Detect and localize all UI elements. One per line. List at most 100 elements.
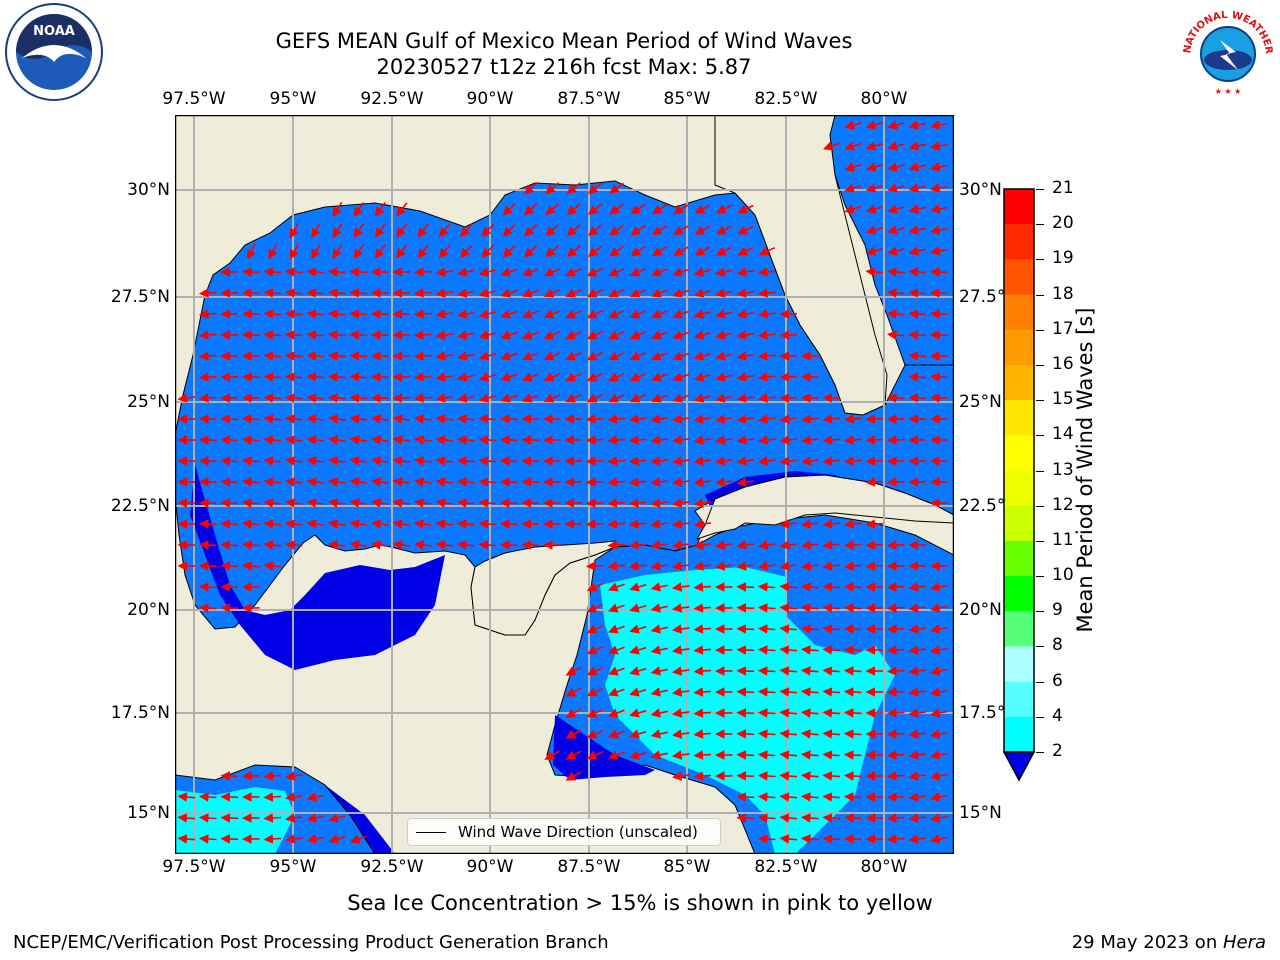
wind-wave-arrow [672,288,690,298]
wind-wave-arrow [198,561,217,571]
wind-wave-arrow [673,204,689,214]
colorbar-tick [1036,681,1044,683]
wind-wave-arrow [736,351,755,361]
wind-wave-arrow [822,729,841,739]
wind-wave-arrow [263,393,282,403]
wind-wave-arrow [822,645,841,655]
colorbar-tick-label: 10 [1052,565,1074,586]
wind-wave-arrow [800,666,819,676]
wind-wave-arrow [565,288,582,298]
wind-wave-arrow [930,750,948,760]
wind-wave-arrow [693,309,711,319]
wind-wave-arrow [757,834,776,844]
wind-wave-arrow [586,309,604,319]
wind-wave-arrow [241,456,260,466]
wind-wave-arrow [800,603,819,613]
wind-wave-arrow [500,351,518,361]
wind-wave-arrow [220,834,239,844]
wind-wave-arrow [456,498,475,508]
wind-wave-arrow [736,792,755,802]
wind-wave-arrow [414,456,432,466]
wind-wave-arrow [843,540,862,550]
wind-wave-arrow [456,456,475,466]
wind-wave-arrow [908,771,926,781]
wind-wave-arrow [736,582,755,592]
map-title: GEFS MEAN Gulf of Mexico Mean Period of … [275,29,853,53]
wind-wave-arrow [757,666,776,676]
wind-wave-arrow [672,624,690,634]
wind-wave-arrow [865,540,884,550]
wind-wave-arrow [396,244,408,259]
colorbar-tick-label: 19 [1052,248,1074,269]
wind-wave-arrow [865,162,883,172]
lon-label-bottom: 87.5°W [557,857,621,877]
wind-wave-arrow [608,351,625,361]
wind-wave-arrow [198,393,217,403]
wind-wave-arrow [886,729,905,739]
colorbar-tick-label: 6 [1052,670,1063,691]
wind-wave-arrow [865,120,883,130]
lon-label-bottom: 97.5°W [162,857,226,877]
colorbar-tick [1036,470,1044,472]
wind-wave-arrow [586,666,604,676]
wind-wave-arrow [693,603,712,613]
wind-wave-arrow [413,330,432,340]
wind-wave-arrow [886,834,905,844]
lat-label-left: 27.5°N [110,287,170,307]
wind-wave-arrow [779,645,798,655]
wind-wave-arrow [779,687,798,697]
wind-wave-arrow [801,456,819,466]
wind-wave-arrow [779,750,798,760]
wind-wave-arrow [263,351,282,361]
wind-wave-arrow [435,456,454,466]
wind-wave-arrow [758,246,776,256]
wind-wave-arrow [822,519,841,529]
wind-wave-arrow [417,223,430,238]
wind-wave-arrow [523,245,538,258]
wind-wave-arrow [629,372,647,382]
lat-label-left: 17.5°N [110,703,170,723]
wind-wave-arrow [413,309,432,319]
wind-wave-arrow [672,414,690,424]
wind-wave-arrow [457,309,475,319]
wind-wave-arrow [456,435,475,445]
wind-wave-arrow [758,435,776,445]
wind-wave-arrow [736,603,755,613]
wind-wave-arrow [263,561,282,571]
wind-wave-arrow [177,393,196,403]
wind-wave-arrow [844,183,862,193]
wind-wave-arrow [586,330,604,340]
wind-wave-arrow [284,372,303,382]
wind-wave-arrow [566,245,581,258]
wind-wave-arrow [736,750,755,760]
wind-wave-arrow [672,372,690,382]
wind-wave-arrow [198,603,217,613]
wind-wave-arrow [800,729,819,739]
wind-wave-arrow [886,792,905,802]
wind-wave-arrow [800,750,819,760]
wind-wave-arrow [285,414,303,424]
wind-wave-arrow [220,540,239,550]
colorbar-band [1004,646,1034,683]
wind-wave-arrow [306,267,325,277]
wind-wave-arrow [757,813,776,823]
wind-wave-arrow [543,309,561,319]
wind-wave-arrow [586,372,604,382]
wind-wave-arrow [371,435,389,445]
wind-wave-arrow [715,477,733,487]
wind-wave-arrow [757,771,776,781]
wind-wave-arrow [822,771,841,781]
wind-wave-arrow [822,792,841,802]
colorbar-tick-label: 16 [1052,353,1074,374]
wind-wave-arrow [198,834,217,844]
wind-wave-arrow [715,351,733,361]
wind-wave-arrow [779,561,798,571]
wind-wave-arrow [306,393,325,403]
lon-label-bottom: 85°W [663,857,711,877]
wind-wave-arrow [651,267,668,277]
wind-wave-arrow [886,393,905,403]
wind-wave-arrow [328,519,346,529]
wind-wave-arrow [650,498,669,508]
wind-wave-arrow [908,393,927,403]
gulf-map [175,115,954,854]
